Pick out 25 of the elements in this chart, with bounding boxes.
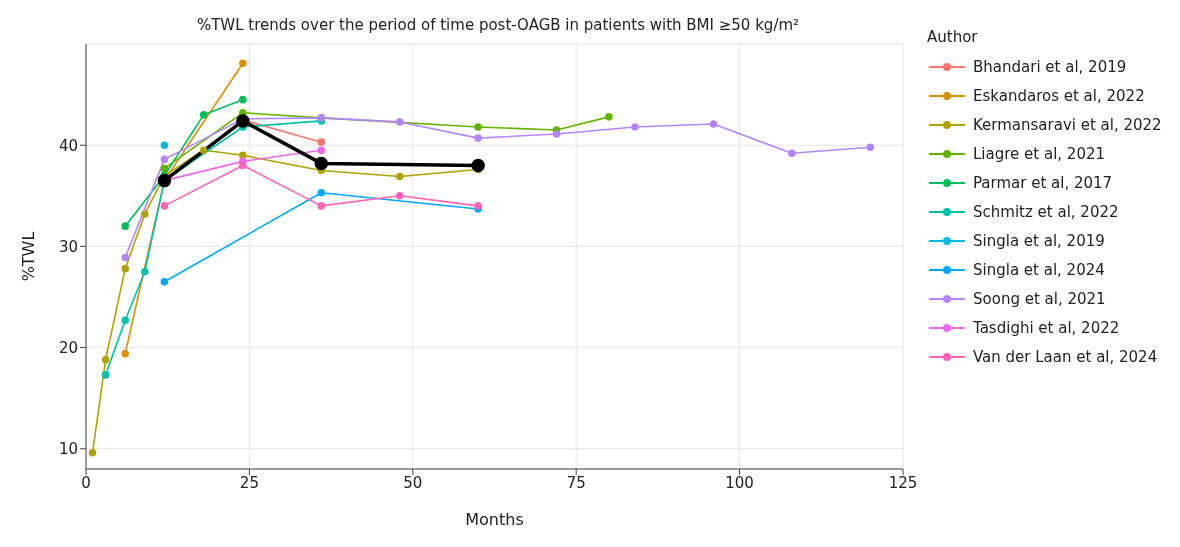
y-axis-title: %TWL [18, 231, 38, 282]
legend-label: Schmitz et al, 2022 [973, 202, 1119, 221]
legend-label: Soong et al, 2021 [973, 289, 1106, 308]
legend-label: Bhandari et al, 2019 [973, 57, 1127, 76]
legend-label: Kermansaravi et al, 2022 [973, 115, 1162, 134]
x-tick-label: 25 [239, 473, 259, 492]
legend-label: Van der Laan et al, 2024 [973, 347, 1158, 366]
y-tick-label: 40 [58, 136, 78, 155]
legend-title: Author [927, 28, 979, 46]
chart-title: %TWL trends over the period of time post-OAGB in patients with BMI ≥50 kg/m² [195, 16, 801, 34]
x-tick-label: 125 [888, 473, 918, 492]
y-tick-label: 20 [58, 338, 78, 357]
y-tick-label: 30 [58, 237, 78, 256]
legend-label: Liagre et al, 2021 [973, 144, 1106, 163]
y-tick-label: 10 [58, 440, 78, 459]
legend-label: Singla et al, 2019 [973, 231, 1105, 250]
legend-label: Singla et al, 2024 [973, 260, 1105, 279]
legend-label: Eskandaros et al, 2022 [973, 86, 1145, 105]
x-tick-label: 0 [81, 473, 91, 492]
x-tick-label: 100 [725, 473, 754, 492]
legend-label: Tasdighi et al, 2022 [973, 318, 1120, 337]
legend-label: Parmar et al, 2017 [973, 173, 1113, 192]
x-tick-label: 50 [403, 473, 423, 492]
x-axis-title: Months [465, 510, 524, 529]
x-tick-label: 75 [566, 473, 586, 492]
